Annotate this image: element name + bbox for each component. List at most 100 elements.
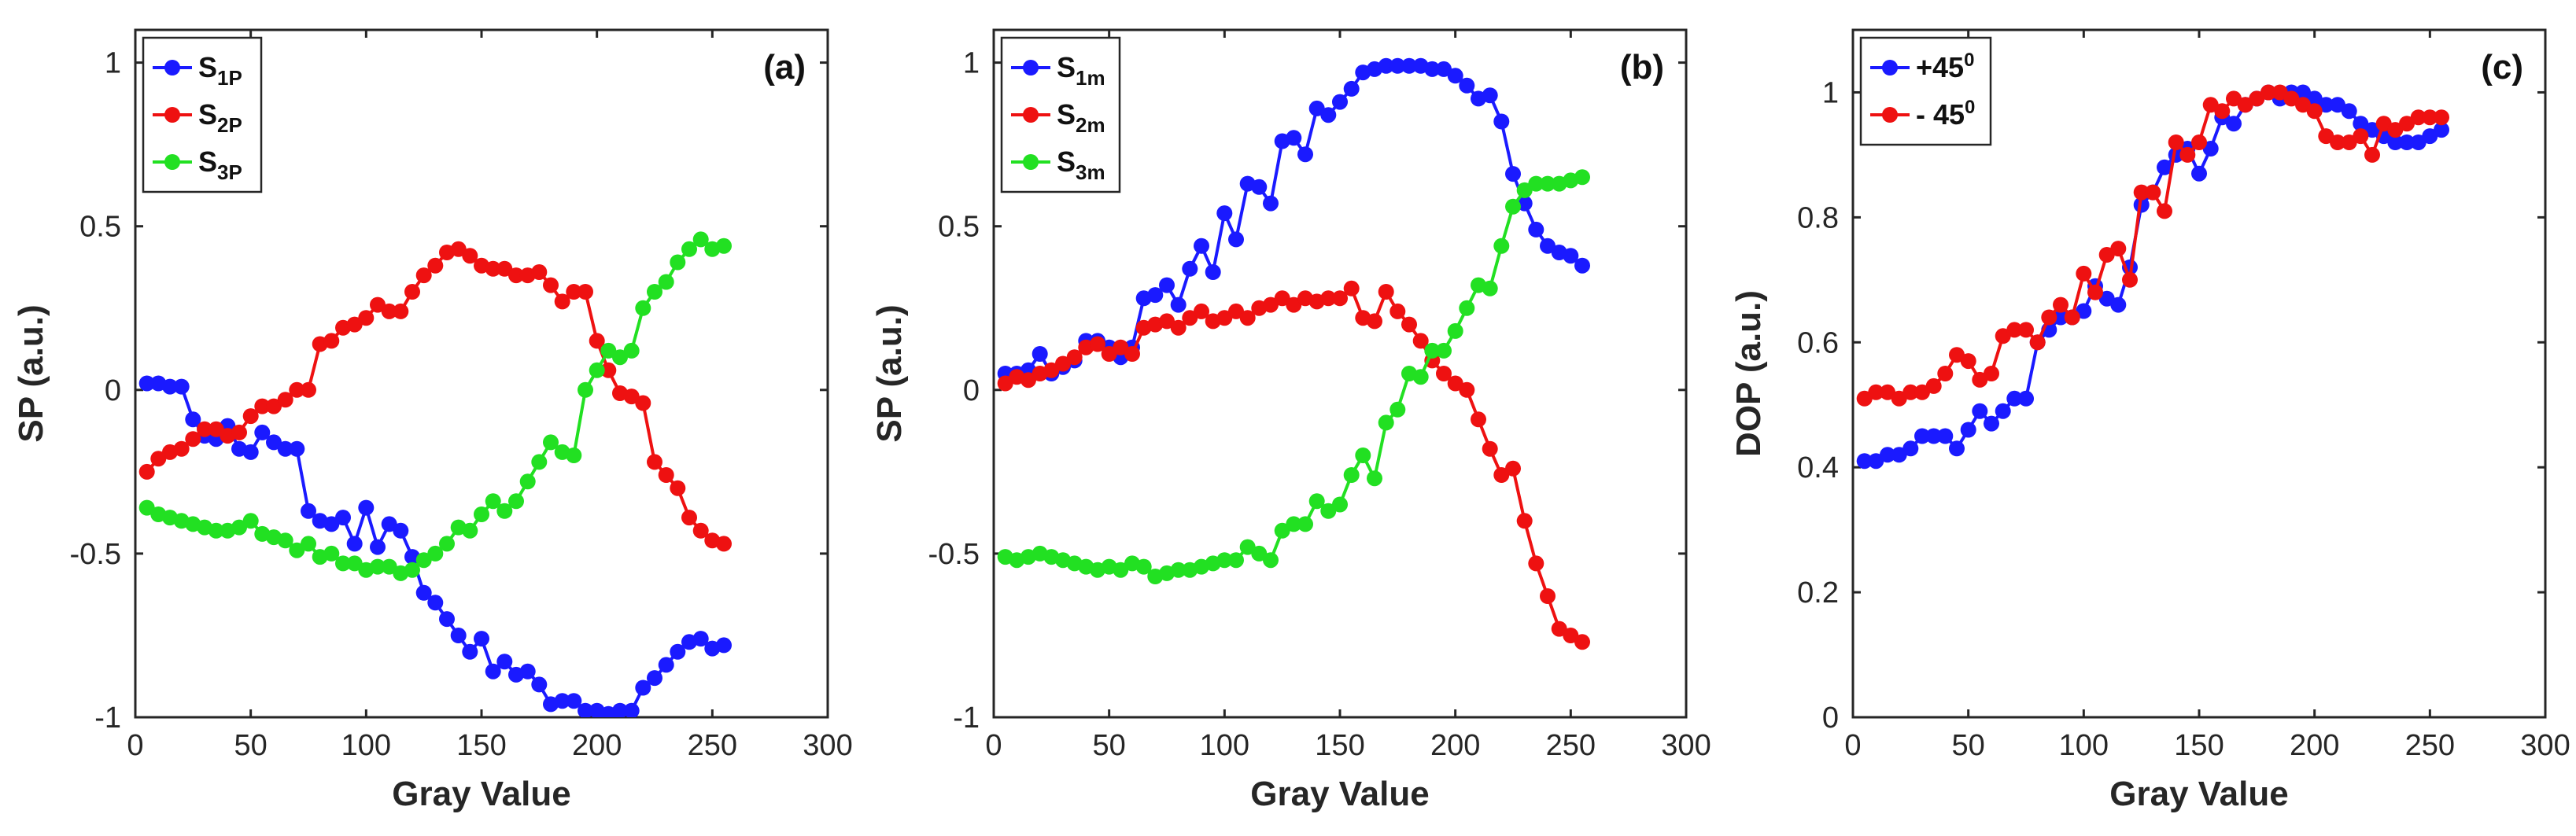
data-point [173,440,190,457]
data-point [485,493,501,510]
data-point [231,424,247,440]
data-point [1436,366,1452,381]
x-tick-label: 150 [456,729,506,762]
data-point [2260,84,2276,101]
data-point [427,595,444,611]
data-point [1972,371,1988,388]
data-point [450,241,467,257]
data-point [474,506,489,522]
data-point [1401,57,1417,74]
data-point [670,254,686,271]
data-point [266,398,282,414]
legend-entry: +450 [1870,50,1974,83]
data-point [1493,238,1510,254]
data-point [1216,205,1233,222]
data-point [1447,68,1463,84]
x-tick-label: 100 [1200,729,1249,762]
data-point [716,238,732,254]
data-point [2364,122,2380,138]
data-point [1493,113,1510,130]
data-point [1505,166,1521,182]
data-point [1286,130,1302,146]
data-point [1332,496,1348,513]
legend-marker [1023,107,1039,123]
y-tick-label: 0 [1822,702,1839,735]
data-point [370,558,386,575]
legend-marker [1882,60,1898,75]
y-tick-label: 0.5 [938,211,980,244]
y-axis-label: SP (a.u.) [870,304,909,442]
data-point [1528,221,1544,238]
data-point [997,375,1013,392]
data-point [1528,555,1544,572]
data-point [1424,342,1441,359]
data-point [301,503,316,519]
data-point [2434,109,2449,126]
data-point [670,643,686,660]
data-point [1378,414,1394,431]
y-tick-label: 1 [1822,76,1839,109]
data-point [1891,390,1907,407]
data-point [1343,80,1360,97]
y-tick-label: -0.5 [70,538,121,571]
data-point [566,284,582,300]
legend-entry: S3P [153,145,242,184]
data-point [185,411,201,428]
data-point [381,303,397,319]
data-point [1960,422,1976,438]
data-point [519,663,536,679]
data-point [1984,366,1999,381]
data-point [381,558,397,575]
series-S3m [997,169,1590,584]
legend-marker [164,60,180,75]
data-point [242,513,259,529]
data-point [1355,447,1371,463]
x-tick-label: 200 [2290,729,2339,762]
data-point [485,663,501,679]
data-point [1459,77,1475,94]
data-point [162,378,178,395]
legend-entry: S1m [1011,51,1105,90]
y-tick-label: 0.2 [1797,576,1839,610]
data-point [2145,184,2161,201]
data-point [2318,97,2334,113]
y-tick-label: 1 [105,47,121,80]
data-point [1563,248,1579,264]
legend-label: S1m [1057,51,1105,90]
data-point [289,440,305,457]
data-point [2237,97,2253,113]
data-point [346,316,363,333]
legend-entry: S1P [153,51,242,90]
data-point [1856,453,1873,470]
data-point [2122,271,2138,288]
legend-label-main: S [1057,51,1076,83]
data-point [1891,447,1907,463]
data-point [2295,84,2311,101]
data-point [2399,116,2415,132]
data-point [1412,333,1429,349]
data-point [1170,296,1187,313]
data-point [692,522,709,539]
data-point [2422,109,2438,126]
data-point [185,431,201,447]
data-point [335,510,351,526]
data-point [301,381,316,398]
data-point [289,542,305,558]
data-point [242,444,259,460]
data-point [197,421,212,437]
x-tick-label: 200 [1430,729,1480,762]
data-point [1320,503,1337,519]
data-point [578,702,593,717]
data-point [1159,277,1175,293]
data-point [1505,198,1521,215]
data-point [716,536,732,552]
data-point [1320,107,1337,123]
data-point [231,519,247,536]
legend-label: S2P [198,98,242,137]
data-point [2410,134,2427,150]
data-point [1043,362,1060,378]
x-tick-label: 100 [2059,729,2109,762]
data-point [289,381,305,398]
